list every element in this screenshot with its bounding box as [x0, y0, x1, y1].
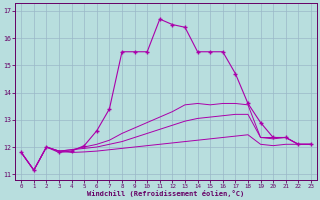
- X-axis label: Windchill (Refroidissement éolien,°C): Windchill (Refroidissement éolien,°C): [87, 190, 245, 197]
